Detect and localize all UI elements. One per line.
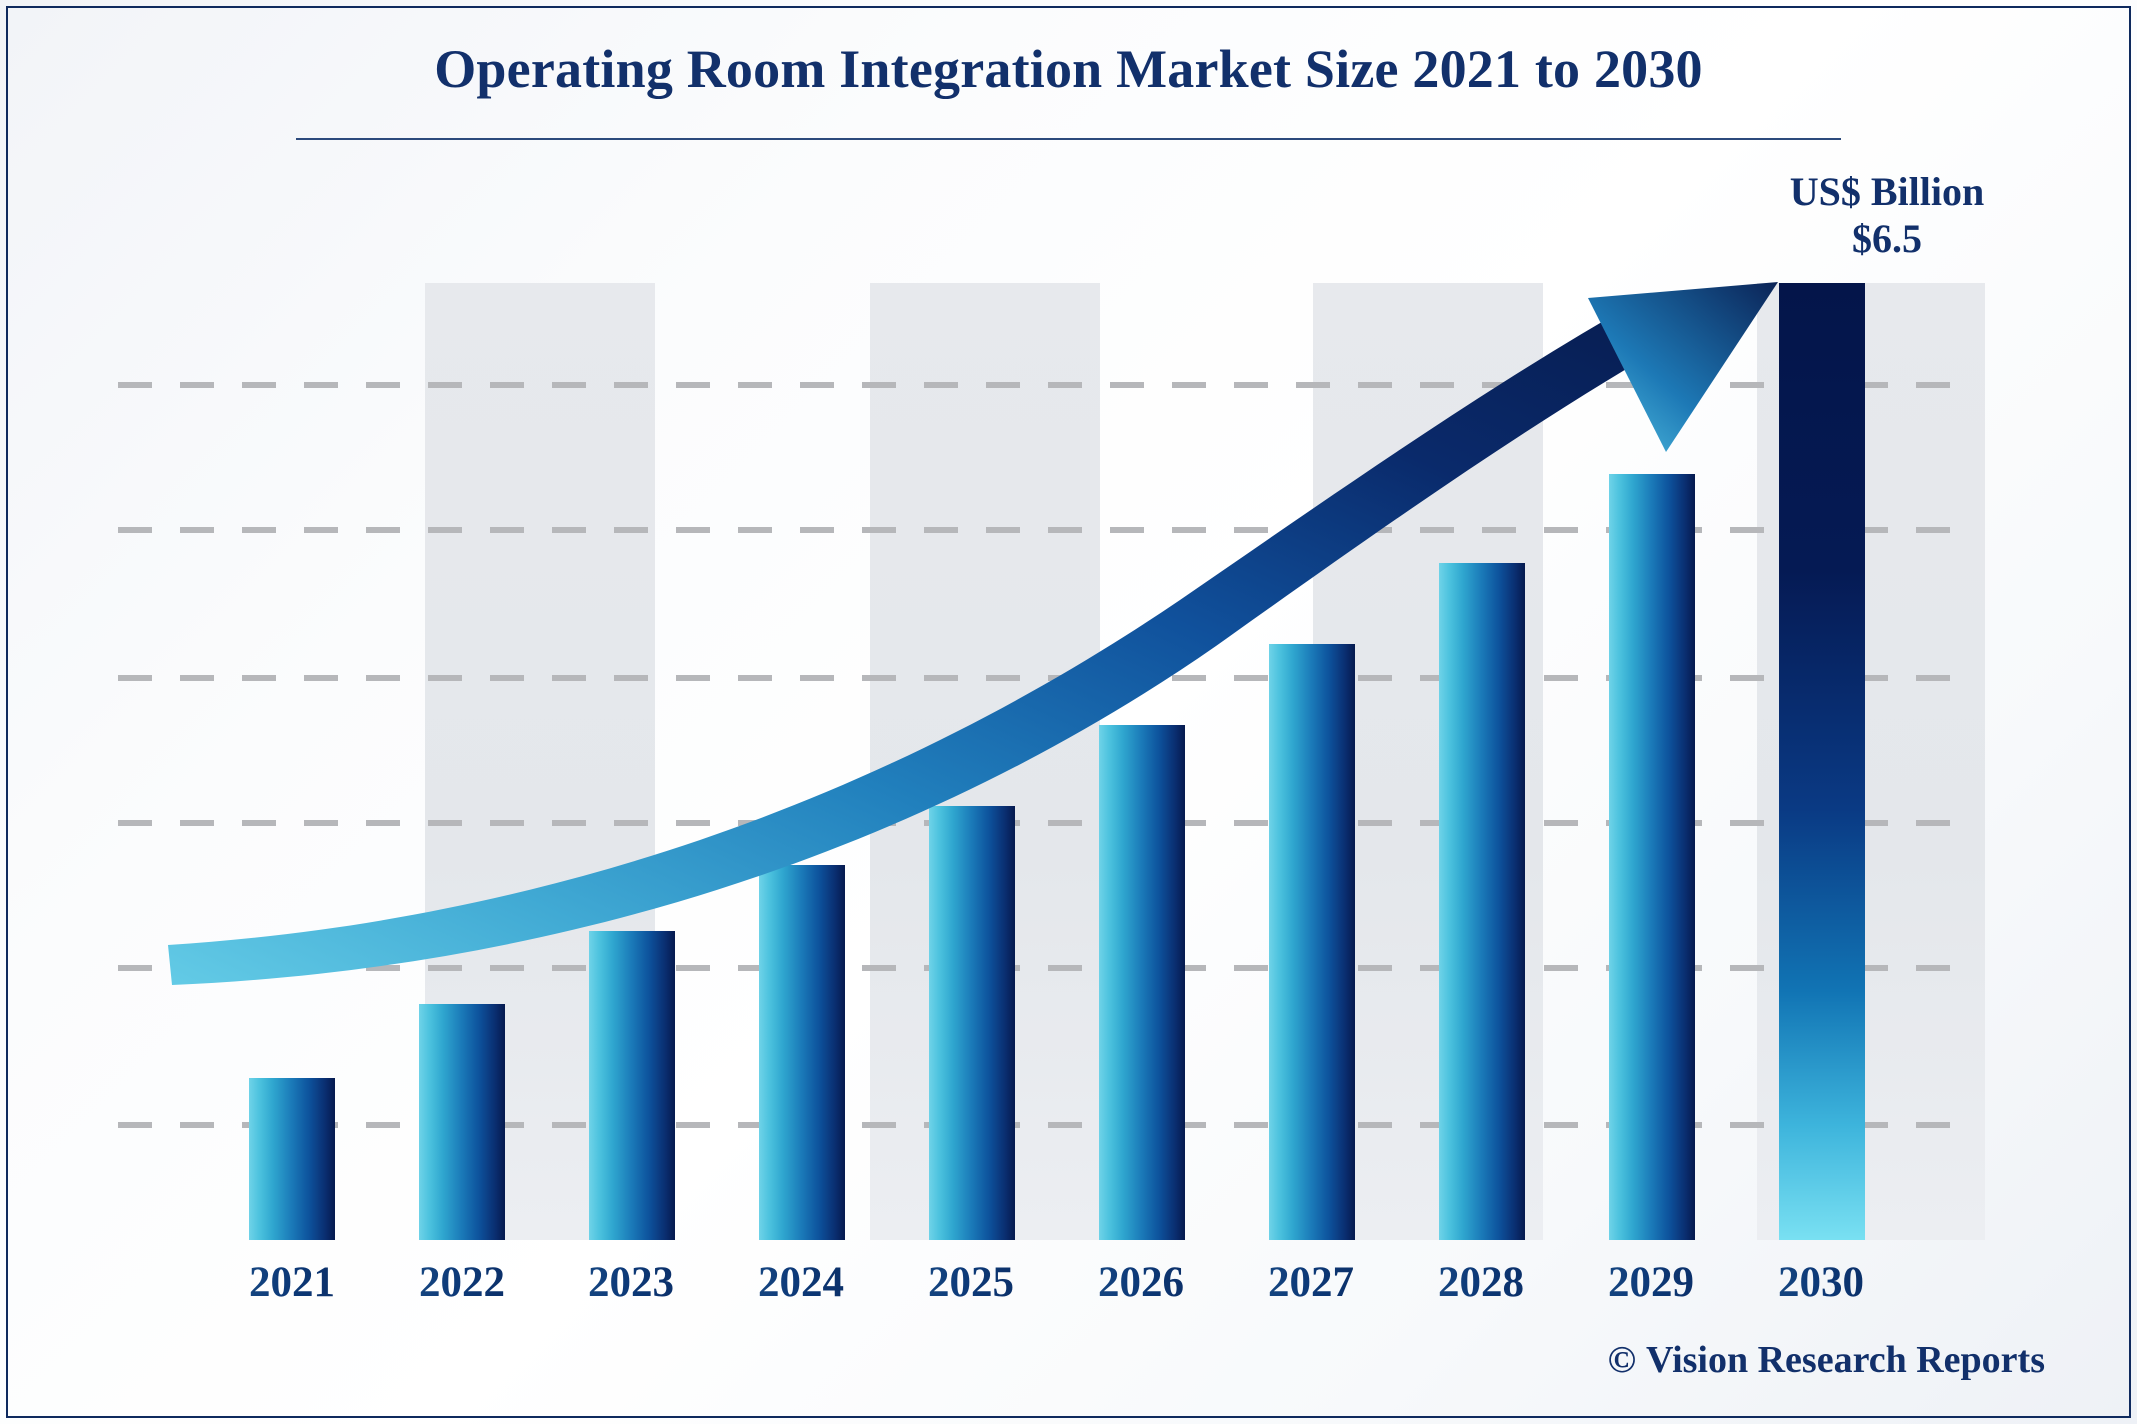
gridline xyxy=(118,1122,1978,1128)
x-tick-2029: 2029 xyxy=(1576,1258,1726,1307)
chart-title: Operating Room Integration Market Size 2… xyxy=(434,39,1703,99)
bar-2023[interactable] xyxy=(589,931,675,1240)
x-tick-2023: 2023 xyxy=(556,1258,706,1307)
gridline xyxy=(118,527,1978,533)
x-axis: 2021 2022 2023 2024 2025 2026 2027 2028 … xyxy=(0,1258,2137,1328)
x-tick-2028: 2028 xyxy=(1406,1258,1556,1307)
bar-2026[interactable] xyxy=(1099,725,1185,1240)
source-credit: © Vision Research Reports xyxy=(1608,1338,2045,1382)
credit-text: Vision Research Reports xyxy=(1646,1339,2045,1381)
unit-annotation: US$ Billion $6.5 xyxy=(1737,168,2037,262)
x-tick-2024: 2024 xyxy=(726,1258,876,1307)
x-tick-2022: 2022 xyxy=(387,1258,537,1307)
x-tick-2025: 2025 xyxy=(896,1258,1046,1307)
bar-2025[interactable] xyxy=(929,806,1015,1240)
bar-2027[interactable] xyxy=(1269,644,1355,1240)
gridline xyxy=(118,820,1978,826)
gridline xyxy=(118,382,1978,388)
bar-2029[interactable] xyxy=(1609,474,1695,1240)
x-tick-2030: 2030 xyxy=(1746,1258,1896,1307)
gridline xyxy=(118,965,1978,971)
x-tick-2021: 2021 xyxy=(217,1258,367,1307)
bar-2028[interactable] xyxy=(1439,563,1525,1240)
unit-value: $6.5 xyxy=(1852,216,1922,262)
bar-2024[interactable] xyxy=(759,865,845,1240)
copyright-icon: © xyxy=(1607,1339,1637,1381)
bar-2021[interactable] xyxy=(249,1078,335,1240)
x-tick-2027: 2027 xyxy=(1236,1258,1386,1307)
gridline xyxy=(118,675,1978,681)
bar-2030[interactable] xyxy=(1779,283,1865,1240)
title-divider xyxy=(296,138,1841,140)
x-tick-2026: 2026 xyxy=(1066,1258,1216,1307)
unit-label: US$ Billion xyxy=(1789,169,1985,214)
bar-2022[interactable] xyxy=(419,1004,505,1240)
